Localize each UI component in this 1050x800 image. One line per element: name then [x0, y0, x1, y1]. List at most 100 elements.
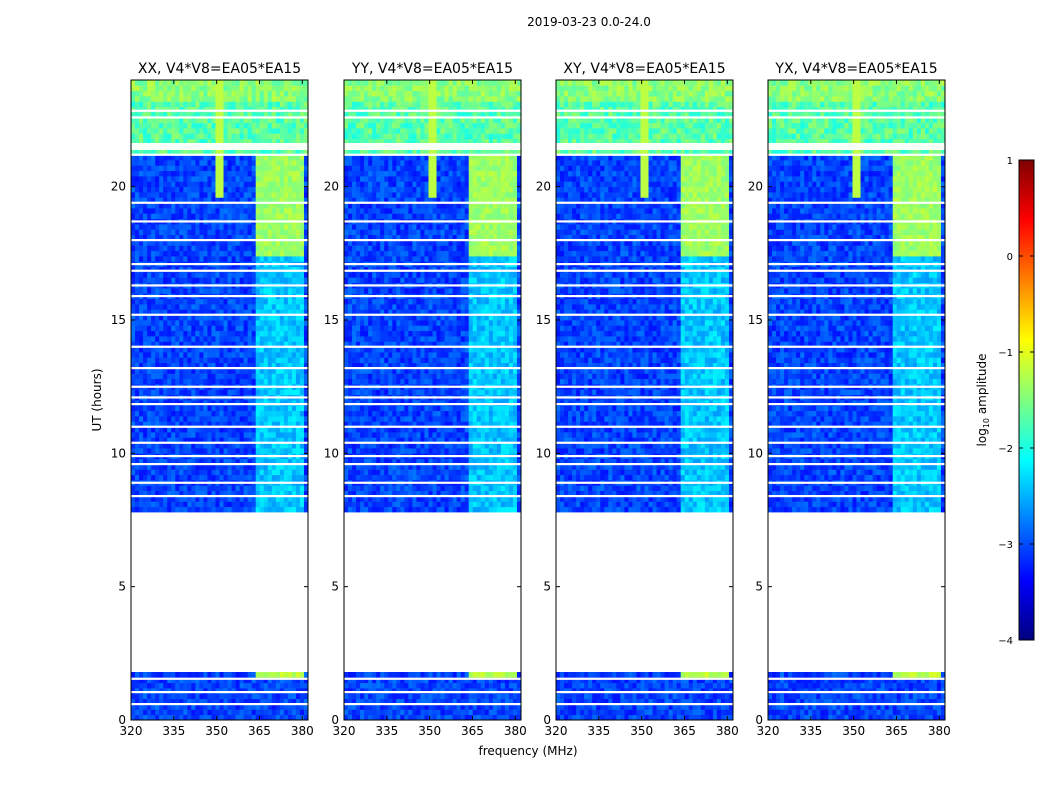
heatmap-cell	[344, 688, 349, 694]
heatmap-cell	[139, 202, 144, 209]
heatmap-cell	[147, 336, 152, 342]
heatmap-cell	[255, 154, 261, 161]
heatmap-cell	[287, 490, 293, 497]
heatmap-cell	[404, 704, 409, 710]
heatmap-cell	[231, 485, 236, 492]
heatmap-cell	[179, 442, 184, 449]
heatmap-cell	[508, 464, 514, 470]
heatmap-cell	[303, 272, 308, 278]
heatmap-cell	[159, 325, 164, 332]
heatmap-cell	[279, 352, 285, 358]
heatmap-cell	[135, 325, 140, 332]
heatmap-cell	[219, 693, 224, 700]
heatmap-cell	[183, 373, 188, 380]
heatmap-cell	[203, 170, 208, 177]
heatmap-cell	[271, 458, 277, 465]
heatmap-cell	[159, 373, 164, 380]
heatmap-cell	[131, 698, 136, 705]
heatmap-cell	[416, 714, 421, 720]
heatmap-cell	[207, 197, 212, 204]
heatmap-cell	[396, 672, 401, 678]
heatmap-cell	[287, 325, 293, 332]
heatmap-cell	[259, 288, 265, 294]
heatmap-cell	[239, 309, 245, 316]
heatmap-cell	[291, 202, 297, 209]
heatmap-cell	[428, 464, 433, 470]
heatmap-cell	[163, 122, 168, 129]
heatmap-cell	[215, 320, 220, 326]
heatmap-cell	[231, 362, 236, 369]
heatmap-cell	[291, 298, 297, 305]
heatmap-cell	[215, 325, 220, 332]
heatmap-cell	[472, 464, 478, 470]
heatmap-cell	[203, 501, 208, 508]
heatmap-cell	[275, 133, 281, 140]
heatmap-cell	[508, 485, 514, 492]
heatmap-cell	[131, 672, 136, 678]
heatmap-cell	[211, 229, 216, 236]
heatmap-cell	[167, 677, 172, 684]
heatmap-cell	[464, 490, 470, 497]
heatmap-cell	[283, 373, 289, 380]
heatmap-cell	[219, 90, 224, 97]
heatmap-cell	[135, 330, 140, 337]
heatmap-cell	[259, 154, 265, 161]
heatmap-cell	[239, 181, 245, 188]
heatmap-cell	[283, 496, 289, 502]
heatmap-cell	[484, 704, 490, 710]
heatmap-cell	[368, 474, 373, 481]
heatmap-cell	[360, 698, 365, 705]
heatmap-cell	[392, 474, 397, 481]
heatmap-cell	[303, 469, 308, 476]
heatmap-cell	[267, 112, 273, 118]
heatmap-cell	[227, 501, 232, 508]
heatmap-cell	[147, 298, 152, 305]
heatmap-cell	[263, 410, 269, 417]
heatmap-cell	[295, 122, 301, 129]
heatmap-cell	[235, 693, 241, 700]
heatmap-cell	[460, 442, 466, 449]
heatmap-cell	[251, 357, 257, 364]
heatmap-cell	[299, 154, 305, 161]
heatmap-cell	[211, 490, 216, 497]
heatmap-cell	[239, 432, 245, 438]
heatmap-cell	[283, 368, 289, 374]
heatmap-cell	[452, 464, 458, 470]
heatmap-cell	[151, 464, 156, 470]
heatmap-cell	[139, 101, 144, 108]
heatmap-cell	[444, 709, 449, 716]
heatmap-cell	[279, 474, 285, 481]
heatmap-cell	[255, 362, 261, 369]
heatmap-cell	[251, 277, 257, 284]
heatmap-cell	[271, 320, 277, 326]
heatmap-cell	[155, 266, 160, 273]
heatmap-cell	[392, 448, 397, 454]
heatmap-cell	[352, 693, 357, 700]
heatmap-cell	[432, 677, 437, 684]
heatmap-cell	[468, 469, 474, 476]
heatmap-cell	[191, 154, 196, 161]
heatmap-cell	[231, 90, 236, 97]
heatmap-cell	[235, 378, 241, 385]
heatmap-cell	[183, 154, 188, 161]
heatmap-cell	[259, 485, 265, 492]
heatmap-cell	[239, 213, 245, 220]
heatmap-cell	[448, 704, 454, 710]
heatmap-cell	[364, 714, 369, 720]
heatmap-cell	[219, 464, 224, 470]
heatmap-cell	[211, 458, 216, 465]
heatmap-cell	[215, 186, 220, 193]
heatmap-cell	[247, 240, 253, 246]
heatmap-cell	[508, 698, 514, 705]
heatmap-cell	[159, 314, 164, 321]
heatmap-cell	[183, 389, 188, 396]
heatmap-cell	[303, 485, 308, 492]
heatmap-cell	[368, 709, 373, 716]
heatmap-cell	[283, 442, 289, 449]
heatmap-cell	[135, 490, 140, 497]
heatmap-cell	[187, 341, 192, 348]
heatmap-cell	[155, 464, 160, 470]
heatmap-cell	[227, 432, 232, 438]
heatmap-cell	[187, 128, 192, 134]
heatmap-cell	[215, 490, 220, 497]
